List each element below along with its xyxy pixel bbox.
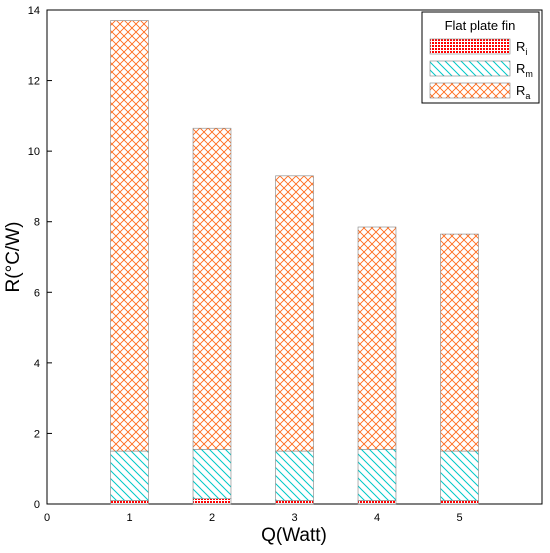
y-tick-label: 0: [34, 499, 40, 511]
y-axis-label: R(°C/W): [3, 222, 24, 293]
x-tick-label: 0: [44, 512, 50, 524]
legend-swatch-rm: [429, 60, 511, 77]
legend-label-ra: Ra: [516, 83, 530, 101]
legend: Flat plate fin Ri Rm Ra: [421, 11, 540, 104]
bar-ri-q1: [110, 500, 149, 505]
bar-ri-q4: [357, 500, 397, 505]
y-tick-label: 4: [34, 358, 40, 370]
y-tick-label: 2: [34, 428, 40, 440]
x-tick-label: 1: [126, 512, 132, 524]
x-tick-label: 5: [456, 512, 462, 524]
y-tick-label: 6: [34, 287, 40, 299]
legend-label-ri: Ri: [516, 39, 527, 57]
bars: [110, 20, 479, 505]
y-tick-label: 12: [28, 76, 40, 88]
bar-rm-q4: [357, 449, 397, 501]
y-axis: 0 2 4 6 8 10 12 14: [28, 5, 52, 511]
bar-ra-q5: [440, 233, 479, 452]
bar-ra-q1: [110, 20, 149, 452]
bar-rm-q2: [192, 449, 232, 500]
y-tick-label: 10: [28, 146, 40, 158]
x-tick-label: 2: [209, 512, 215, 524]
y-tick-label: 8: [34, 217, 40, 229]
y-tick-label: 14: [28, 5, 40, 17]
bar-ra-q4: [357, 226, 397, 450]
bar-ri-q2: [192, 498, 232, 505]
bar-ra-q3: [275, 175, 314, 452]
legend-swatch-ri: [429, 38, 511, 55]
bar-rm-q5: [440, 450, 479, 501]
bar-rm-q1: [110, 450, 149, 501]
x-axis: 0 1 2 3 4 5: [44, 499, 463, 524]
bar-rm-q3: [275, 450, 314, 501]
legend-swatch-ra: [429, 82, 511, 99]
bar-ri-q3: [275, 500, 314, 505]
x-tick-label: 4: [374, 512, 380, 524]
x-tick-label: 3: [291, 512, 297, 524]
legend-title: Flat plate fin: [445, 18, 516, 33]
legend-label-rm: Rm: [516, 61, 533, 79]
x-axis-label: Q(Watt): [261, 525, 327, 546]
bar-ri-q5: [440, 500, 479, 505]
bar-ra-q2: [192, 127, 232, 450]
